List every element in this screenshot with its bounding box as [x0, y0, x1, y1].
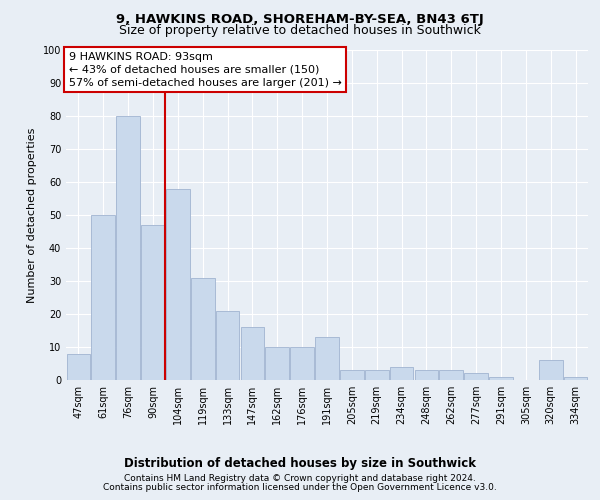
Bar [315, 337, 339, 380]
Text: Size of property relative to detached houses in Southwick: Size of property relative to detached ho… [119, 24, 481, 37]
Text: Contains HM Land Registry data © Crown copyright and database right 2024.: Contains HM Land Registry data © Crown c… [124, 474, 476, 483]
Bar [191, 278, 215, 380]
Text: 9 HAWKINS ROAD: 93sqm
← 43% of detached houses are smaller (150)
57% of semi-det: 9 HAWKINS ROAD: 93sqm ← 43% of detached … [68, 52, 341, 88]
Bar [390, 367, 413, 380]
Bar [216, 310, 239, 380]
Bar [365, 370, 389, 380]
Bar [464, 374, 488, 380]
Y-axis label: Number of detached properties: Number of detached properties [27, 128, 37, 302]
Bar [489, 376, 513, 380]
Bar [265, 347, 289, 380]
Bar [415, 370, 438, 380]
Bar [166, 188, 190, 380]
Text: Contains public sector information licensed under the Open Government Licence v3: Contains public sector information licen… [103, 484, 497, 492]
Bar [290, 347, 314, 380]
Bar [539, 360, 563, 380]
Bar [439, 370, 463, 380]
Bar [91, 215, 115, 380]
Bar [340, 370, 364, 380]
Bar [67, 354, 90, 380]
Bar [564, 376, 587, 380]
Text: Distribution of detached houses by size in Southwick: Distribution of detached houses by size … [124, 458, 476, 470]
Bar [116, 116, 140, 380]
Bar [241, 327, 264, 380]
Text: 9, HAWKINS ROAD, SHOREHAM-BY-SEA, BN43 6TJ: 9, HAWKINS ROAD, SHOREHAM-BY-SEA, BN43 6… [116, 12, 484, 26]
Bar [141, 225, 165, 380]
